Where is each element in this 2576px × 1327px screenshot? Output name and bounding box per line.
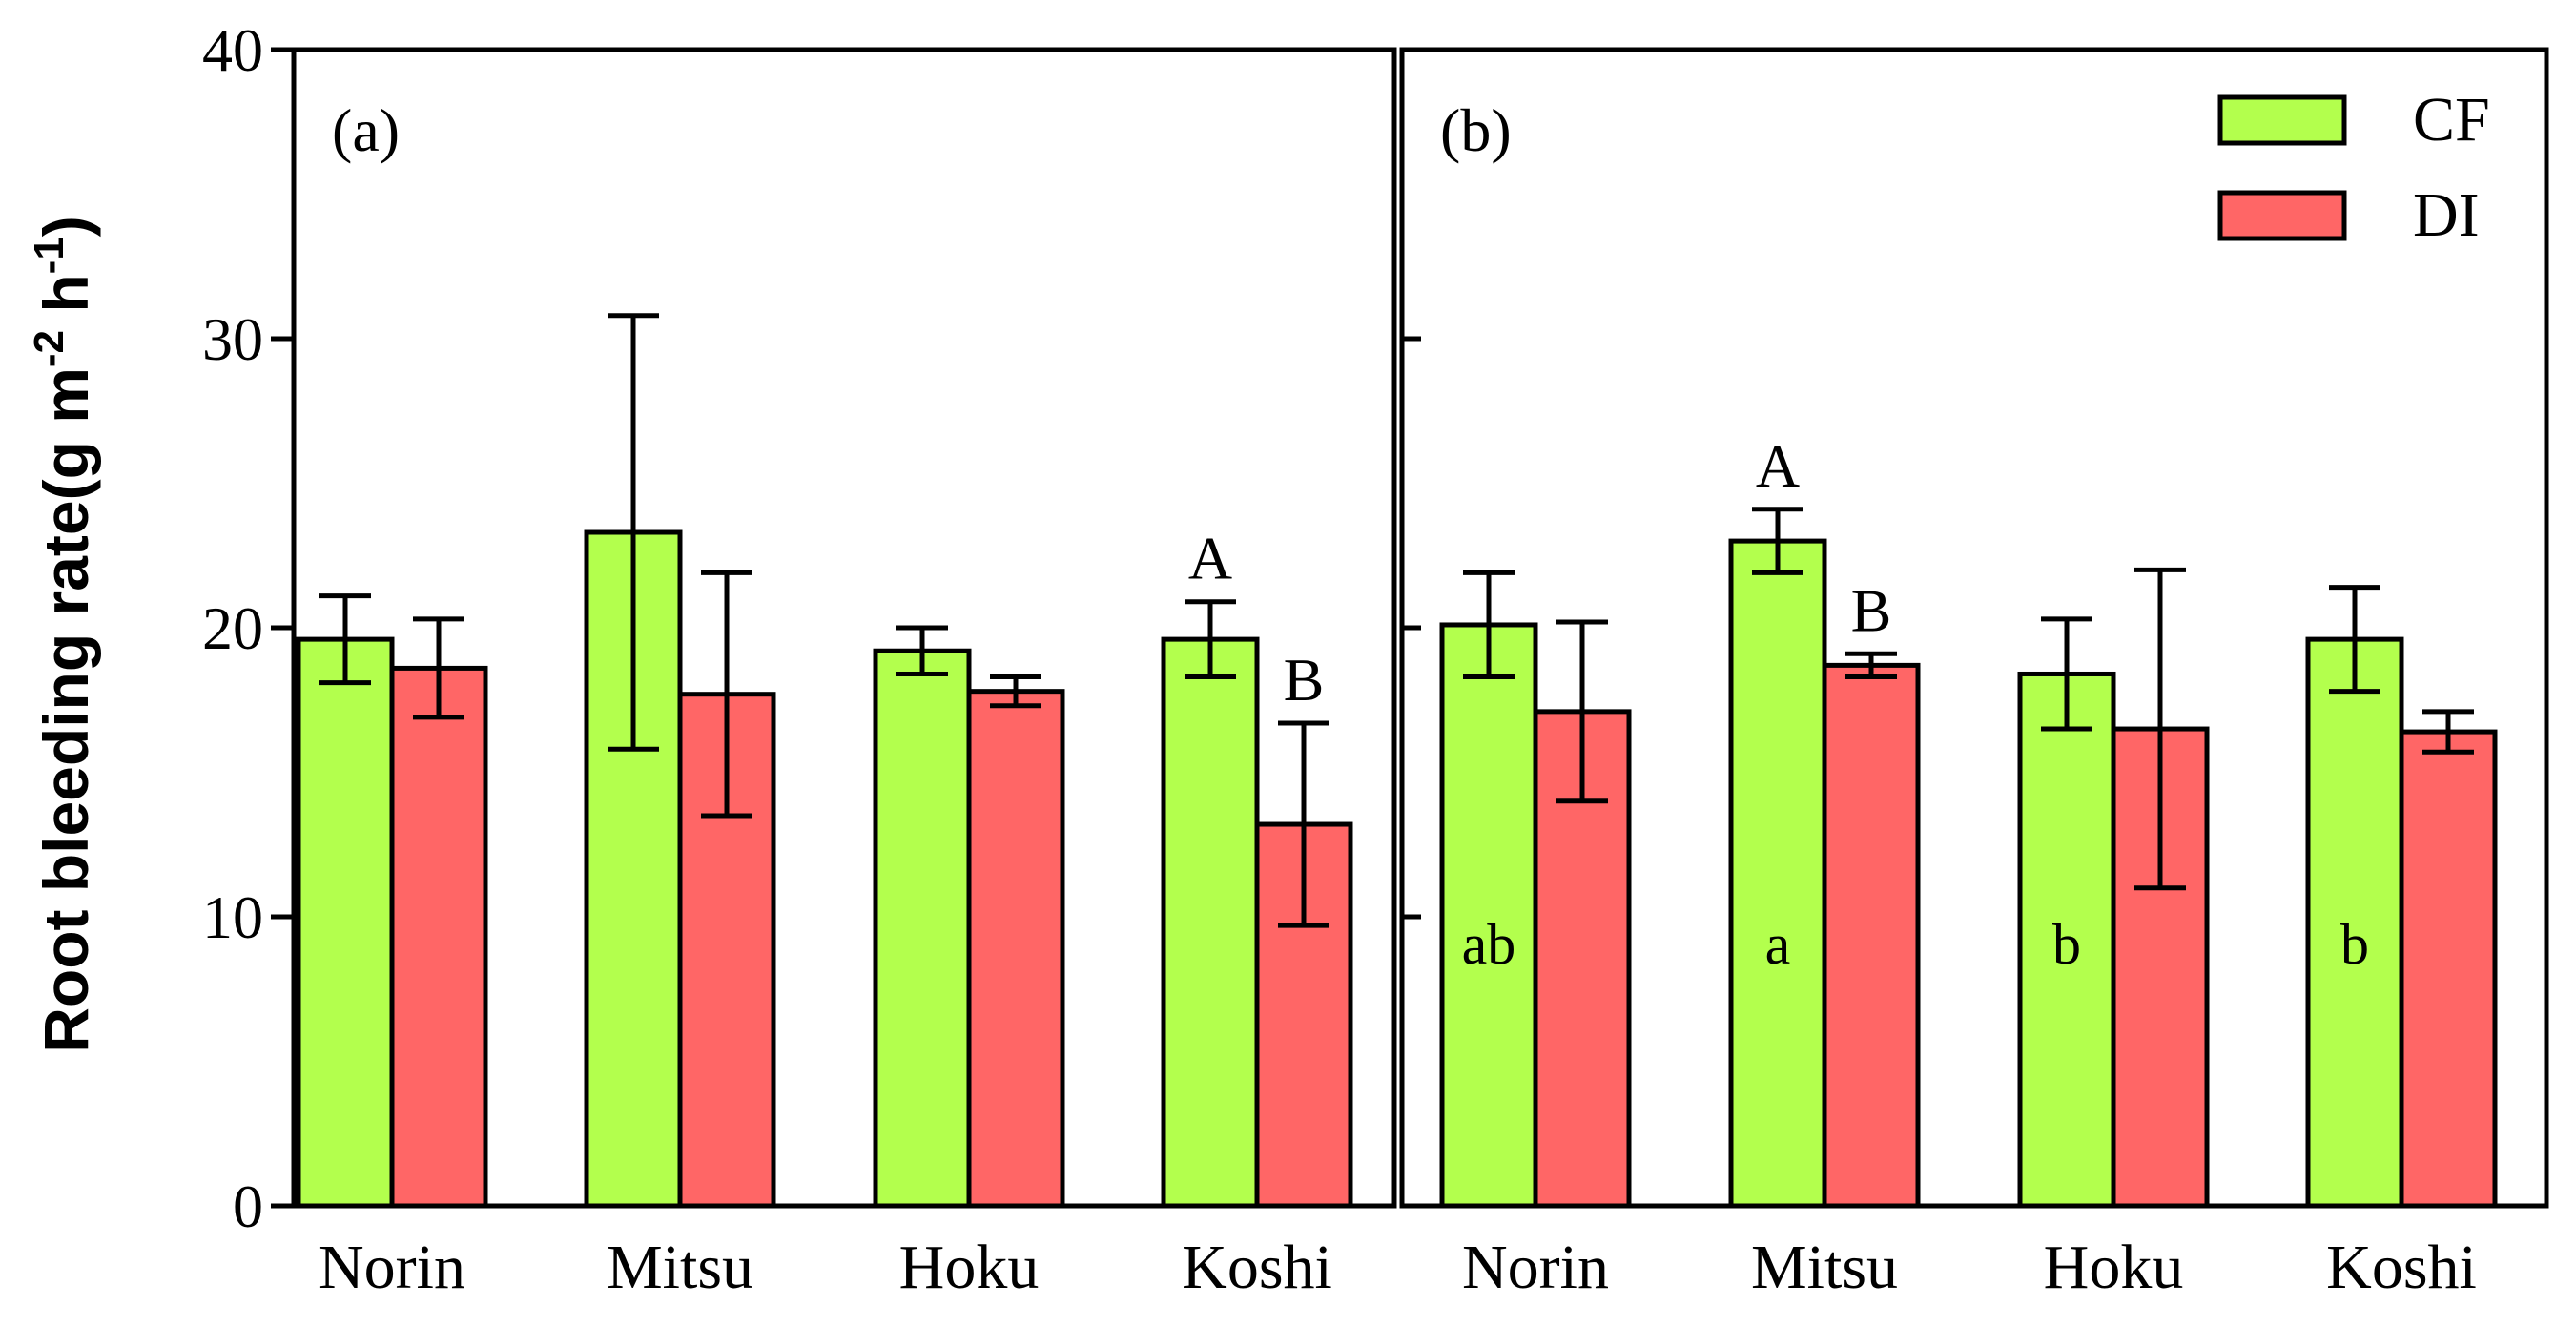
panel-label: (a) <box>332 96 400 164</box>
bar-cf <box>1728 538 1827 1209</box>
x-tick-label: Mitsu <box>607 1233 753 1302</box>
bar-cf <box>873 648 972 1209</box>
significance-letter: A <box>1756 432 1800 500</box>
significance-letter: B <box>1851 576 1892 644</box>
group-letter: a <box>1765 913 1791 976</box>
panel-a: 0 10 20 30 40 (a) Norin Mitsu Hoku AB Koshi <box>202 16 1397 1302</box>
legend-swatch-cf <box>2217 94 2347 146</box>
x-tick-label: Hoku <box>2044 1233 2184 1302</box>
y-axis-label: Root bleeding rate(g m-2 h-1) <box>26 216 101 1053</box>
y-axis-label-end: ) <box>31 216 101 237</box>
bar-di <box>2399 729 2498 1209</box>
legend-label-di: DI <box>2413 180 2480 250</box>
x-tick-label: Norin <box>319 1233 465 1302</box>
y-axis-label-main: Root bleeding rate(g m <box>31 367 101 1053</box>
group-letter: ab <box>1462 913 1516 976</box>
x-tick-label: Koshi <box>1182 1233 1332 1302</box>
bar-cf <box>2017 671 2116 1209</box>
bar-di <box>1822 662 1921 1209</box>
bar-di <box>389 665 488 1209</box>
bar-cf <box>2305 636 2404 1209</box>
x-tick-label: Hoku <box>899 1233 1040 1302</box>
legend-label-cf: CF <box>2413 85 2490 155</box>
y-axis-label-sup2: -1 <box>26 237 72 274</box>
y-tick-label: 10 <box>202 883 263 951</box>
panel-b: (b) ab Norin Aa B Mitsu b Hoku b Koshi <box>1399 47 2549 1302</box>
significance-letter: B <box>1284 646 1325 714</box>
legend: CF DI <box>2217 85 2490 250</box>
y-axis-label-mid: h <box>31 274 101 330</box>
bar-cf <box>1161 636 1260 1209</box>
y-tick-label: 20 <box>202 594 263 662</box>
x-tick-label: Mitsu <box>1751 1233 1898 1302</box>
group-letter: b <box>2052 913 2081 976</box>
y-tick-label: 30 <box>202 305 263 373</box>
x-tick-label: Koshi <box>2326 1233 2477 1302</box>
y-tick-label: 40 <box>202 16 263 84</box>
y-tick-label: 0 <box>233 1172 263 1240</box>
bar-cf <box>296 636 395 1209</box>
panel-label: (b) <box>1440 96 1512 164</box>
bar-cf <box>1439 622 1538 1209</box>
bar-di <box>966 689 1065 1209</box>
legend-swatch-di <box>2217 190 2347 241</box>
x-tick-label: Norin <box>1462 1233 1609 1302</box>
group-letter: b <box>2340 913 2369 976</box>
significance-letter: A <box>1188 525 1232 592</box>
y-axis-label-sup1: -2 <box>26 330 72 367</box>
